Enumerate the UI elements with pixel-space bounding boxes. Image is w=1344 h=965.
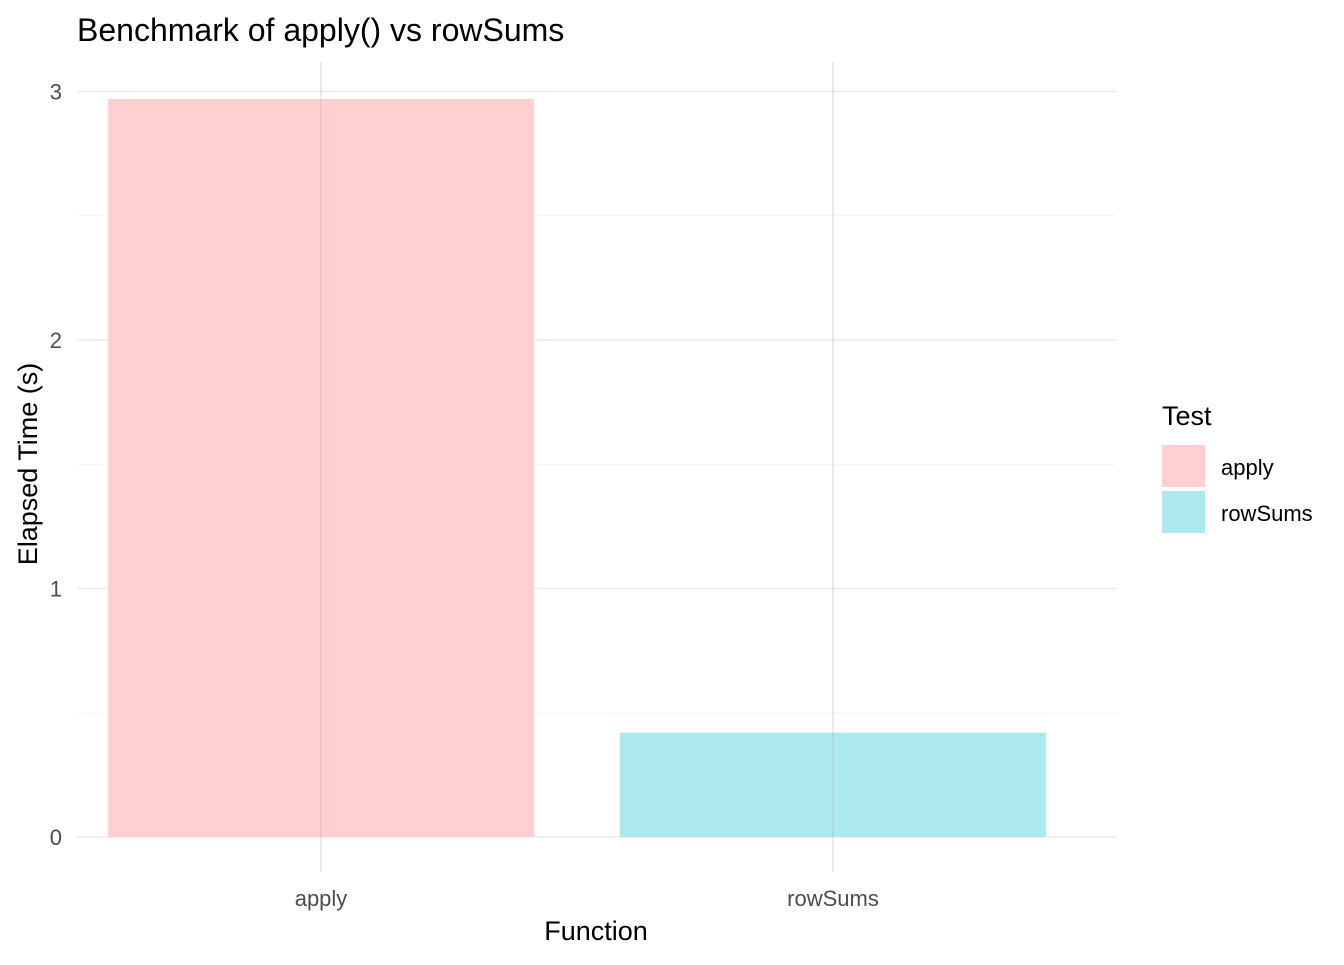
y-tick-label: 2 — [50, 328, 62, 353]
y-tick-label: 0 — [50, 825, 62, 850]
y-tick-label: 3 — [50, 80, 62, 105]
y-axis-ticks: 0 1 2 3 — [50, 80, 62, 851]
x-tick-label: apply — [295, 886, 348, 911]
legend-label-rowSums: rowSums — [1221, 501, 1313, 526]
legend-title: Test — [1162, 401, 1212, 431]
y-tick-label: 1 — [50, 577, 62, 602]
legend-swatch-apply — [1162, 445, 1205, 487]
x-axis-ticks: apply rowSums — [295, 886, 879, 911]
bar-apply — [107, 98, 535, 837]
y-axis-title: Elapsed Time (s) — [13, 363, 43, 566]
chart-title: Benchmark of apply() vs rowSums — [77, 12, 564, 48]
vertical-grid-lines — [320, 62, 834, 872]
x-tick-label: rowSums — [787, 886, 879, 911]
x-axis-title: Function — [544, 916, 648, 946]
legend: Test apply rowSums — [1162, 401, 1313, 533]
legend-entries: apply rowSums — [1162, 445, 1313, 533]
bar-rowSums — [619, 732, 1047, 837]
legend-label-apply: apply — [1221, 455, 1274, 480]
legend-swatch-rowSums — [1162, 491, 1205, 533]
bars — [107, 98, 1047, 837]
